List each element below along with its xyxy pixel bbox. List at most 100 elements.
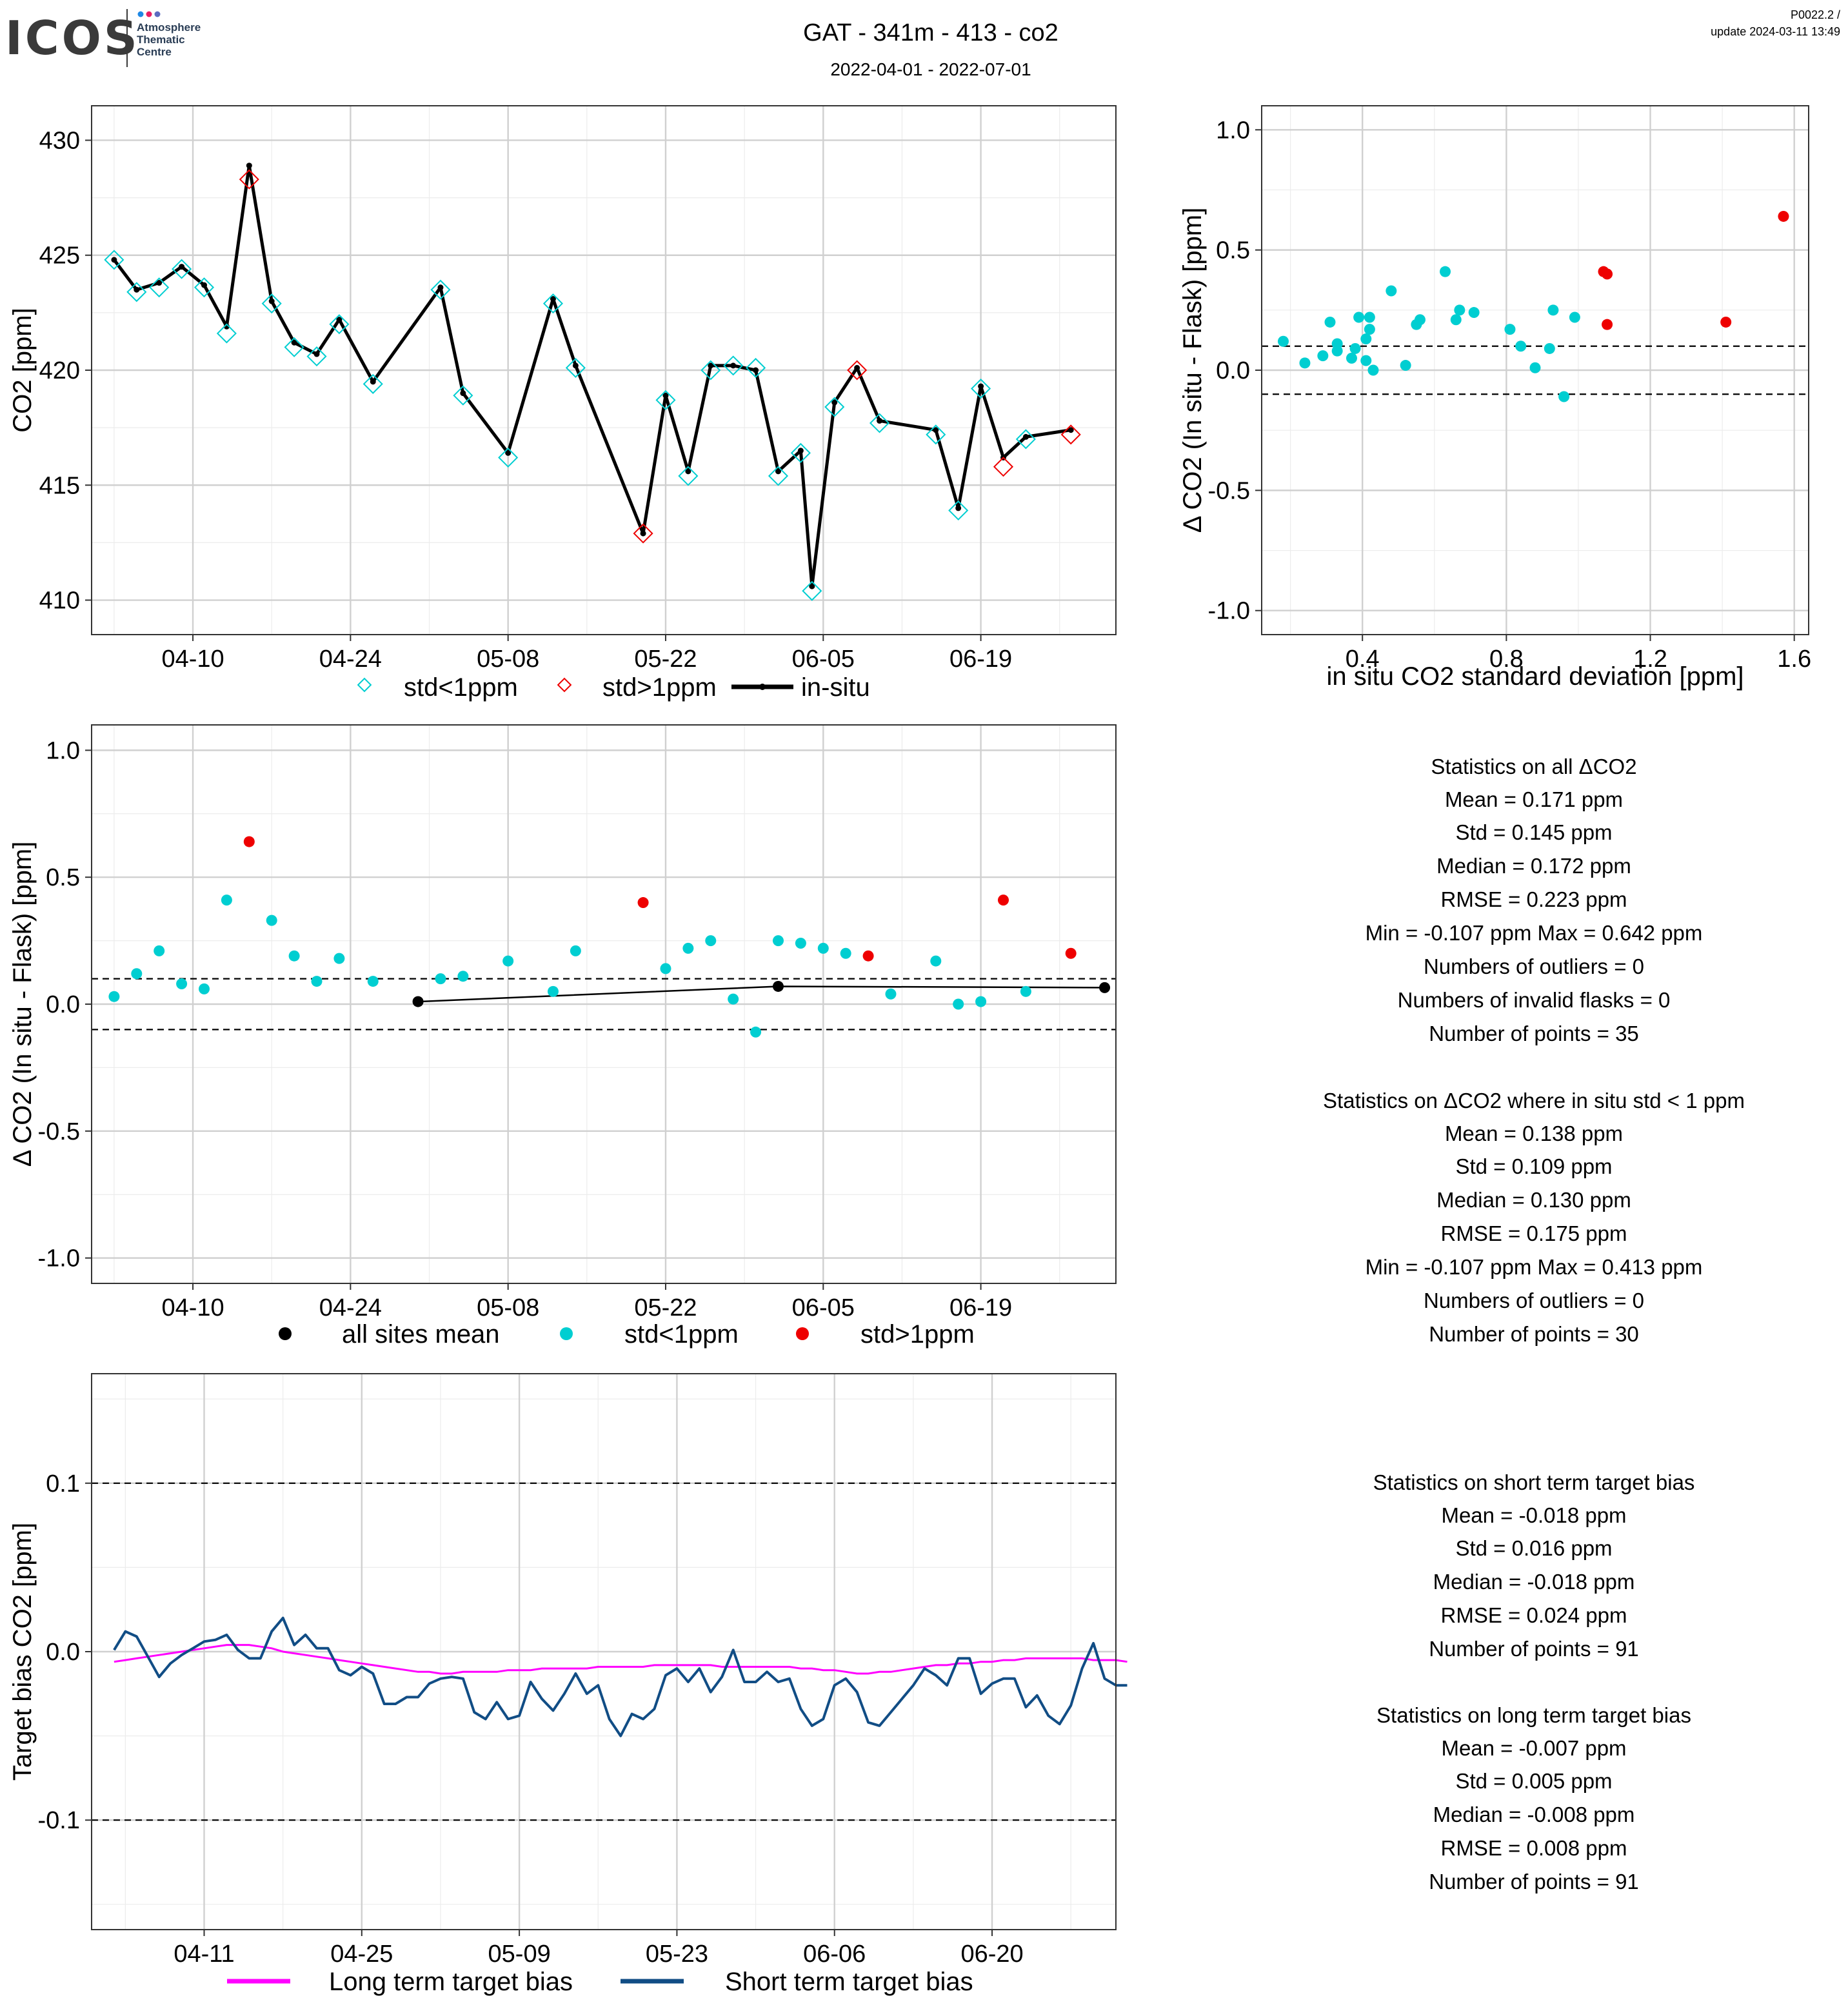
legend-label-std-lt-1: std<1ppm [404, 673, 518, 702]
point-std-lt-1 [435, 973, 446, 985]
logo-text: ICOS [5, 11, 140, 65]
in-situ-point [877, 417, 883, 424]
stats-std1-line: Number of points = 30 [1429, 1322, 1639, 1346]
page-subtitle: 2022-04-01 - 2022-07-01 [830, 59, 1031, 79]
flask-marker-std-lt-1 [306, 346, 327, 367]
point-std-lt-1 [1364, 324, 1375, 335]
x-tick-label: 04-11 [174, 1941, 234, 1968]
delta-timeseries-chart: 04-10 04-24 05-08 05-22 06-05 06-19 -1.0 -0.5 0.… [8, 724, 1117, 1349]
point-std-lt-1 [975, 996, 987, 1007]
logo-sub-3: Centre [137, 46, 172, 58]
in-situ-point [1022, 433, 1029, 440]
y-tick-label: 425 [39, 242, 80, 270]
y-tick-label: 0.5 [46, 864, 80, 891]
target-bias-chart: 04-11 04-25 05-09 05-23 06-06 06-20 -0.1 0.0 0.1… [8, 1373, 1128, 1996]
in-situ-point [246, 163, 252, 169]
x-tick-label: 04-24 [319, 646, 382, 673]
icos-logo: ICOS Atmosphere Thematic Centre [5, 9, 201, 67]
y-tick-label: 0.1 [46, 1470, 80, 1498]
point-std-lt-1 [930, 955, 942, 967]
stats-std1-line: Min = -0.107 ppm Max = 0.413 ppm [1366, 1255, 1703, 1279]
logo-sub-2: Thematic [137, 34, 185, 46]
flask-marker-std-lt-1 [542, 293, 564, 314]
page-title: GAT - 341m - 413 - co2 [803, 19, 1058, 46]
flask-marker-std-lt-1 [678, 466, 699, 486]
stats-long-line: Median = -0.008 ppm [1433, 1803, 1635, 1826]
axes: 04-10 04-24 05-08 05-22 06-05 06-19 -1.0 -0.5 0.… [38, 737, 1013, 1321]
stats-short-line: Mean = -0.018 ppm [1441, 1503, 1626, 1527]
flask-marker-std-lt-1 [430, 279, 451, 300]
flask-marker-std-gt-1 [239, 169, 259, 190]
point-std-gt-1 [637, 897, 649, 909]
in-situ-point [775, 468, 781, 475]
stats-std1-line: Std = 0.109 ppm [1455, 1154, 1612, 1178]
point-std-lt-1 [1569, 311, 1580, 323]
point-std-lt-1 [333, 953, 345, 964]
in-situ-point [708, 362, 714, 369]
in-situ-point [505, 450, 512, 456]
stats-std1-title: Statistics on ΔCO2 where in situ std < 1… [1323, 1089, 1745, 1112]
legend-dot-in-situ [759, 684, 766, 690]
legend: std<1ppm std>1ppm in-situ [357, 673, 870, 702]
flask-marker-std-lt-1 [700, 360, 721, 381]
y-tick-label: -0.5 [1208, 477, 1250, 504]
y-tick-label: -0.1 [38, 1807, 80, 1834]
data-layer [92, 836, 1116, 1038]
y-axis-label: Δ CO2 (In situ - Flask) [ppm] [1178, 208, 1207, 533]
in-situ-point [809, 583, 815, 589]
x-tick-label: 05-22 [634, 1294, 697, 1321]
flask-marker-std-lt-1 [126, 282, 147, 302]
logo-dot-blue [137, 11, 144, 17]
in-situ-point [111, 257, 117, 263]
x-tick-label: 0.8 [1489, 646, 1524, 673]
x-tick-label: 04-10 [161, 646, 224, 673]
short-term-bias-line [113, 1616, 1128, 1737]
flask-marker-std-lt-1 [565, 357, 586, 378]
in-situ-point [134, 286, 140, 293]
legend-marker-std-lt-1 [357, 677, 372, 693]
y-tick-label: 0.5 [1216, 237, 1250, 264]
in-situ-point [955, 505, 962, 511]
point-std-lt-1 [660, 963, 671, 974]
point-std-gt-1 [1065, 947, 1077, 959]
flask-marker-std-lt-1 [172, 259, 192, 279]
point-std-lt-1 [311, 976, 323, 987]
logo-dot-violet [154, 11, 161, 17]
y-tick-label: -1.0 [1208, 598, 1250, 625]
stats-short-line: Number of points = 91 [1429, 1637, 1639, 1661]
x-tick-label: 06-05 [792, 646, 855, 673]
flask-marker-std-lt-1 [723, 355, 744, 376]
x-tick-label: 1.2 [1633, 646, 1667, 673]
stats-all-line: RMSE = 0.223 ppm [1441, 887, 1627, 911]
all-sites-mean-point [412, 996, 424, 1007]
x-tick-label: 06-19 [949, 1294, 1012, 1321]
point-std-lt-1 [840, 947, 851, 959]
y-tick-label: 420 [39, 357, 80, 384]
point-std-lt-1 [1547, 304, 1559, 316]
y-tick-label: 0.0 [46, 991, 80, 1018]
point-std-lt-1 [1515, 341, 1527, 352]
point-std-gt-1 [1602, 268, 1613, 280]
y-tick-label: 1.0 [1216, 117, 1250, 144]
point-std-gt-1 [1602, 319, 1613, 330]
x-tick-label: 06-20 [960, 1941, 1023, 1968]
long-term-bias-line [114, 1644, 1128, 1675]
delta-vs-std-chart: 0.4 0.8 1.2 1.6 -1.0 -0.5 0.0 0.5 1.0 Δ CO2 (In … [1178, 105, 1811, 691]
point-std-lt-1 [1353, 311, 1365, 323]
point-std-lt-1 [1529, 362, 1541, 373]
flask-marker-std-lt-1 [655, 390, 676, 410]
y-tick-label: -1.0 [38, 1245, 80, 1272]
legend-label-in-situ: in-situ [801, 673, 870, 702]
in-situ-point [179, 264, 185, 270]
point-std-lt-1 [1367, 364, 1379, 376]
point-std-lt-1 [547, 985, 559, 997]
flask-marker-std-lt-1 [869, 413, 890, 433]
point-std-lt-1 [1440, 266, 1451, 277]
flask-marker-std-lt-1 [1015, 429, 1036, 450]
in-situ-point [753, 367, 759, 373]
x-tick-label: 04-24 [319, 1294, 382, 1321]
flask-marker-std-lt-1 [149, 277, 170, 298]
x-tick-label: 06-05 [792, 1294, 855, 1321]
point-std-lt-1 [570, 945, 581, 956]
